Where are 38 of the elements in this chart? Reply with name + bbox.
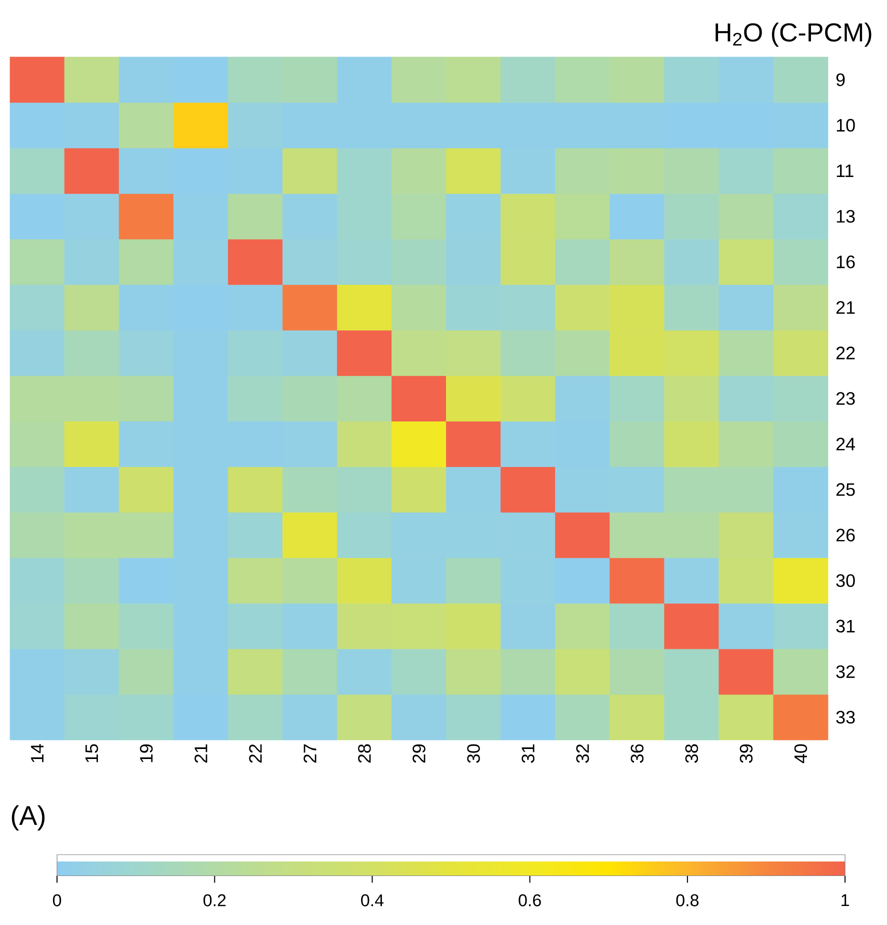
x-tick-label: 28 — [358, 744, 371, 763]
y-tick-label: 30 — [836, 574, 855, 587]
x-tick-label: 22 — [249, 744, 262, 763]
x-tick-label: 29 — [412, 744, 426, 763]
y-tick-label: 13 — [836, 210, 855, 223]
y-tick-label: 11 — [836, 164, 854, 178]
y-tick-label: 16 — [836, 256, 855, 268]
text: (A) — [12, 805, 45, 830]
x-tick-label: 21 — [194, 744, 208, 763]
x-tick-label: 32 — [576, 744, 589, 763]
x-tick-label: 19 — [140, 744, 153, 762]
x-tick-label: 39 — [740, 744, 753, 763]
y-tick-label: 9 — [836, 73, 845, 86]
color-bar-label: 0.8 — [676, 894, 699, 906]
y-tick-label: 23 — [836, 392, 855, 405]
x-tick-label: 40 — [794, 744, 808, 764]
y-tick-label: 32 — [836, 665, 855, 678]
x-tick-label: 31 — [522, 744, 534, 763]
x-tick-label: 27 — [304, 744, 316, 763]
y-tick-label: 25 — [836, 483, 855, 496]
y-tick-label: 21 — [836, 301, 855, 314]
chart-title: H$_{2}$O (C-PCM) — [716, 22, 872, 47]
color-bar-label: 0.2 — [203, 894, 226, 906]
y-tick-label: 24 — [836, 438, 856, 450]
x-tick-label: 15 — [86, 744, 98, 762]
color-bar-label: 0 — [52, 894, 62, 906]
y-tick-label: 26 — [836, 528, 855, 542]
x-tick-label: 30 — [467, 744, 480, 763]
color-bar-label: 0.6 — [518, 894, 541, 906]
y-tick-label: 33 — [836, 710, 855, 724]
y-tick-label: 10 — [836, 118, 855, 132]
color-bar-label: 1 — [842, 894, 849, 906]
x-tick-label: 14 — [31, 744, 44, 762]
color-bar-label: 0.4 — [361, 894, 384, 906]
x-tick-label: 38 — [685, 744, 698, 763]
x-tick-label: 36 — [630, 744, 644, 763]
y-tick-label: 22 — [836, 346, 855, 360]
y-tick-label: 31 — [836, 620, 855, 633]
